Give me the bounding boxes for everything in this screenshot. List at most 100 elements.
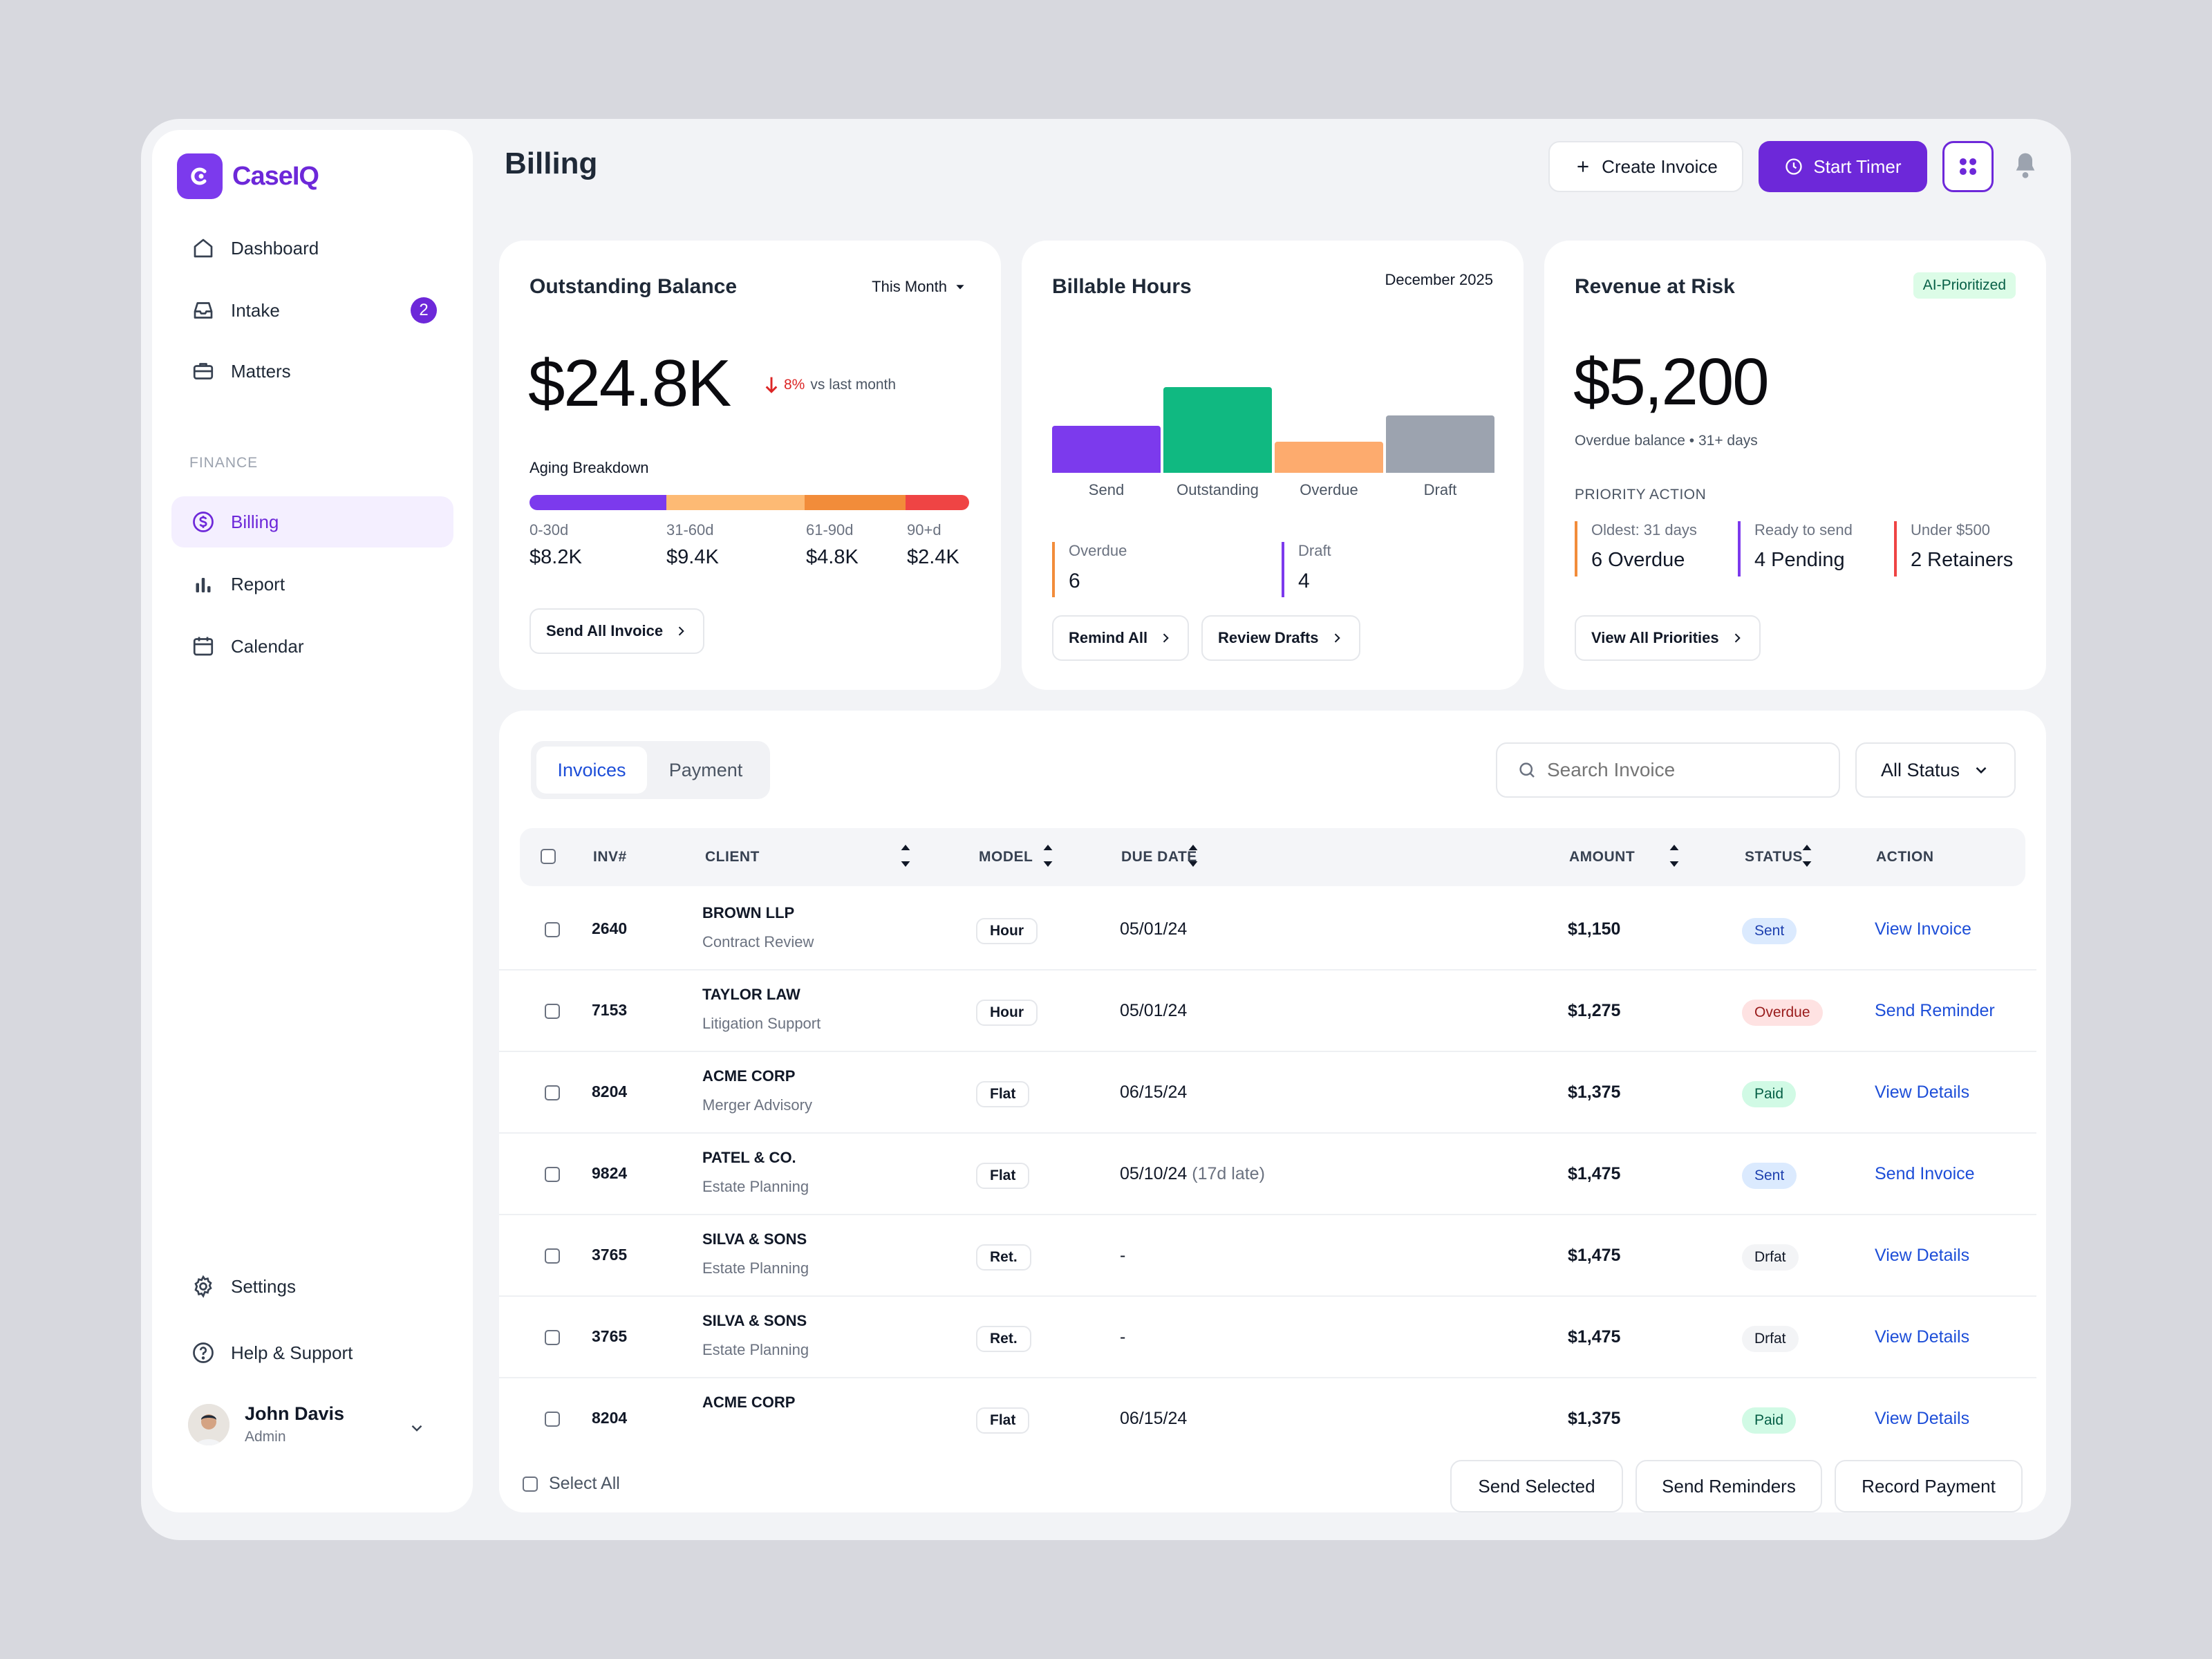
select-all[interactable]: Select All [523, 1474, 620, 1494]
ai-prioritized-badge: AI-Prioritized [1913, 272, 2016, 299]
stat-value: 4 [1298, 570, 1310, 592]
invoice-number: 9824 [592, 1164, 628, 1182]
table-row[interactable]: 8204 ACME CORP Flat 06/15/24 $1,375 Paid View… [499, 1378, 2036, 1438]
aging-bucket-value: $8.2K [529, 546, 582, 568]
row-action-link[interactable]: View Details [1875, 1082, 1970, 1102]
bar-label: Overdue [1300, 481, 1358, 498]
app-logo[interactable]: CaseIQ [177, 153, 319, 199]
sidebar-item-settings[interactable]: Settings [171, 1261, 453, 1312]
column-header-inv[interactable]: INV# [593, 849, 627, 865]
row-action-link[interactable]: View Details [1875, 1327, 1970, 1347]
period-label: This Month [872, 278, 947, 295]
row-checkbox[interactable] [545, 1167, 560, 1182]
search-box[interactable] [1496, 742, 1840, 798]
create-invoice-button[interactable]: Create Invoice [1548, 141, 1743, 192]
table-tabs: Invoices Payment [531, 741, 770, 799]
home-icon [194, 238, 213, 258]
sort-icon[interactable] [1801, 843, 1812, 868]
row-checkbox[interactable] [545, 922, 560, 937]
due-date-cell: - [1120, 1327, 1125, 1347]
client-name: ACME CORP [702, 1067, 796, 1085]
column-header-status[interactable]: STATUS [1745, 849, 1803, 865]
column-header-due-date[interactable]: DUE DATE [1121, 849, 1197, 865]
amount: $1,475 [1568, 1164, 1621, 1183]
sidebar-item-matters[interactable]: Matters [171, 346, 453, 397]
priority-item-label: Ready to send [1754, 521, 1853, 538]
start-timer-button[interactable]: Start Timer [1759, 141, 1927, 192]
due-date: - [1120, 1327, 1126, 1347]
status-filter-dropdown[interactable]: All Status [1855, 742, 2016, 798]
table-row[interactable]: 7153 TAYLOR LAW Litigation Support Hour 05/0… [499, 971, 2036, 1052]
bell-icon[interactable] [2012, 151, 2039, 181]
billing-model-badge: Ret. [976, 1326, 1031, 1352]
plus-icon [1577, 161, 1588, 172]
column-header-model[interactable]: MODEL [979, 849, 1033, 865]
tab-payment[interactable]: Payment [668, 759, 743, 780]
sidebar-item-billing[interactable]: Billing [171, 496, 453, 547]
billing-model-badge: Flat [976, 1081, 1030, 1107]
sidebar-item-label: Report [231, 573, 285, 594]
period-dropdown[interactable]: This Month [872, 278, 965, 296]
review-drafts-button[interactable]: Review Drafts [1201, 615, 1360, 661]
column-header-amount[interactable]: AMOUNT [1569, 849, 1635, 865]
search-input[interactable] [1547, 759, 1810, 781]
aging-label: Aging Breakdown [529, 459, 649, 476]
table-row[interactable]: 8204 ACME CORP Merger Advisory Flat 06/15/24… [499, 1052, 2036, 1134]
sort-icon[interactable] [1669, 843, 1680, 868]
apps-button[interactable] [1942, 141, 1994, 192]
send-all-invoice-button[interactable]: Send All Invoice [529, 608, 705, 654]
sidebar-item-intake[interactable]: Intake 2 [171, 285, 453, 336]
sidebar-item-calendar[interactable]: Calendar [171, 621, 453, 672]
view-all-priorities-button[interactable]: View All Priorities [1575, 615, 1761, 661]
row-action-link[interactable]: Send Reminder [1875, 1001, 1995, 1020]
row-checkbox[interactable] [545, 1004, 560, 1019]
invoice-number: 8204 [592, 1409, 628, 1427]
aging-bucket-value: $4.8K [806, 546, 859, 568]
amount: $1,150 [1568, 919, 1621, 939]
clock-icon [1785, 158, 1803, 175]
sort-icon[interactable] [1188, 843, 1199, 868]
table-row[interactable]: 3765 SILVA & SONS Estate Planning Ret. - $1,… [499, 1297, 2036, 1378]
due-date-cell: 05/01/24 [1120, 919, 1187, 939]
sidebar-item-label: Calendar [231, 635, 304, 657]
table-row[interactable]: 2640 BROWN LLP Contract Review Hour 05/01/24… [499, 889, 2036, 971]
chevron-right-icon [1734, 633, 1741, 643]
row-checkbox[interactable] [545, 1248, 560, 1264]
row-action-link[interactable]: View Details [1875, 1409, 1970, 1428]
due-date: 06/15/24 [1120, 1082, 1188, 1102]
row-checkbox[interactable] [545, 1330, 560, 1345]
record-payment-button[interactable]: Record Payment [1835, 1460, 2023, 1512]
sort-icon[interactable] [1042, 843, 1053, 868]
send-selected-button[interactable]: Send Selected [1450, 1460, 1623, 1512]
row-action-link[interactable]: View Details [1875, 1246, 1970, 1265]
select-all-checkbox[interactable] [523, 1476, 538, 1492]
row-checkbox[interactable] [545, 1412, 560, 1427]
row-action-link[interactable]: Send Invoice [1875, 1164, 1975, 1183]
stat-value: 6 [1069, 570, 1080, 592]
tab-invoices[interactable]: Invoices [536, 747, 647, 794]
row-action-link[interactable]: View Invoice [1875, 919, 1971, 939]
table-row[interactable]: 9824 PATEL & CO. Estate Planning Flat 05/10/… [499, 1134, 2036, 1215]
sidebar-item-help[interactable]: Help & Support [171, 1327, 453, 1378]
due-date: - [1120, 1246, 1126, 1265]
send-reminders-button[interactable]: Send Reminders [1635, 1460, 1822, 1512]
sidebar-item-report[interactable]: Report [171, 559, 453, 610]
status-badge: Paid [1742, 1081, 1797, 1107]
priority-action-label: PRIORITY ACTION [1575, 487, 1707, 503]
chevron-down-icon[interactable] [408, 1419, 426, 1437]
invoice-number: 3765 [592, 1327, 628, 1345]
row-checkbox[interactable] [545, 1085, 560, 1100]
sidebar-item-dashboard[interactable]: Dashboard [171, 223, 453, 274]
caret-down-icon [956, 285, 964, 290]
header-checkbox[interactable] [541, 849, 556, 864]
column-header-client[interactable]: CLIENT [705, 849, 760, 865]
button-label: Remind All [1069, 629, 1148, 646]
aging-segment-90-plus [906, 495, 969, 510]
remind-all-button[interactable]: Remind All [1052, 615, 1190, 661]
bar-label: Outstanding [1177, 481, 1259, 498]
priority-item-value: 2 Retainers [1911, 549, 2014, 571]
change-suffix: vs last month [810, 377, 897, 393]
table-row[interactable]: 3765 SILVA & SONS Estate Planning Ret. - $1,… [499, 1215, 2036, 1297]
sort-icon[interactable] [900, 843, 911, 868]
user-profile[interactable]: John Davis Admin [188, 1403, 344, 1445]
